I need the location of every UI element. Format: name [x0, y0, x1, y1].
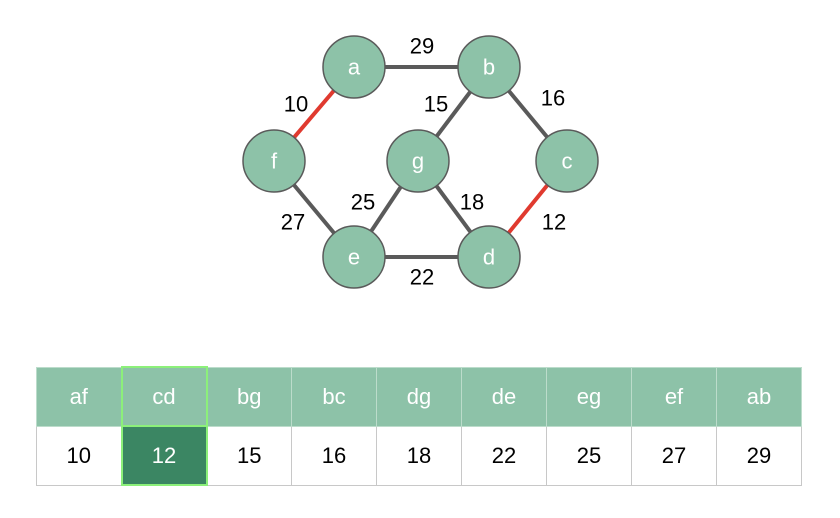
node-circle-f: [242, 129, 306, 193]
nodes-layer: a b c d e f g: [242, 35, 599, 289]
edge-name-row: af cd bg bc dg de eg ef ab: [36, 366, 802, 427]
edge-name-cell: ef: [631, 366, 717, 427]
node-label-a: a: [348, 55, 361, 80]
node-label-b: b: [483, 55, 495, 80]
edge-weight-cell: 12: [120, 425, 208, 486]
node-label-f: f: [271, 149, 278, 174]
edge-weight-cell: 15: [206, 425, 292, 486]
node-circle-e: [322, 225, 386, 289]
edge-weight-cd: 12: [542, 210, 566, 235]
edge-name-cell: bg: [206, 366, 292, 427]
edge-weight-cell: 25: [546, 425, 632, 486]
edge-weight-de: 22: [410, 265, 434, 290]
edge-weight-af: 10: [284, 92, 308, 117]
node-f: f: [242, 129, 306, 193]
node-g: g: [386, 129, 450, 193]
edge-weight-row: 10 12 15 16 18 22 25 27 29: [36, 425, 802, 486]
edge-weights-layer: 29 16 15 10 12 27 25 18 22: [281, 34, 566, 290]
edge-name-cell: ab: [716, 366, 802, 427]
node-label-g: g: [412, 149, 424, 174]
edge-weight-cell: 22: [461, 425, 547, 486]
node-b: b: [457, 35, 521, 99]
edge-weight-ef: 27: [281, 210, 305, 235]
edge-weight-dg: 18: [460, 190, 484, 215]
edge-weight-cell: 16: [291, 425, 377, 486]
edge-name-cell: cd: [120, 366, 208, 427]
node-e: e: [322, 225, 386, 289]
node-circle-c: [535, 129, 599, 193]
edge-name-cell: bc: [291, 366, 377, 427]
edge-name-cell: af: [36, 366, 122, 427]
edge-weight-eg: 25: [351, 190, 375, 215]
edge-weight-cell: 10: [36, 425, 122, 486]
node-label-d: d: [483, 245, 495, 270]
node-c: c: [535, 129, 599, 193]
node-circle-a: [322, 35, 386, 99]
edge-name-cell: dg: [376, 366, 462, 427]
edge-weight-bg: 15: [424, 92, 448, 117]
node-d: d: [457, 225, 521, 289]
graph-diagram: a b c d e f g 29 16 15 10 12 27 25 18 22: [242, 34, 599, 290]
edge-name-cell: eg: [546, 366, 632, 427]
edge-weight-cell: 27: [631, 425, 717, 486]
edge-weight-bc: 16: [541, 86, 565, 111]
edge-weight-ab: 29: [410, 34, 434, 59]
node-a: a: [322, 35, 386, 99]
node-circle-g: [386, 129, 450, 193]
node-label-e: e: [348, 245, 360, 270]
edge-weight-cell: 29: [716, 425, 802, 486]
node-circle-d: [457, 225, 521, 289]
sorted-edge-table: af cd bg bc dg de eg ef ab 10 12 15 16 18 22 25 27 29: [36, 366, 802, 486]
edge-name-cell: de: [461, 366, 547, 427]
edge-weight-cell: 18: [376, 425, 462, 486]
node-label-c: c: [562, 149, 573, 174]
node-circle-b: [457, 35, 521, 99]
